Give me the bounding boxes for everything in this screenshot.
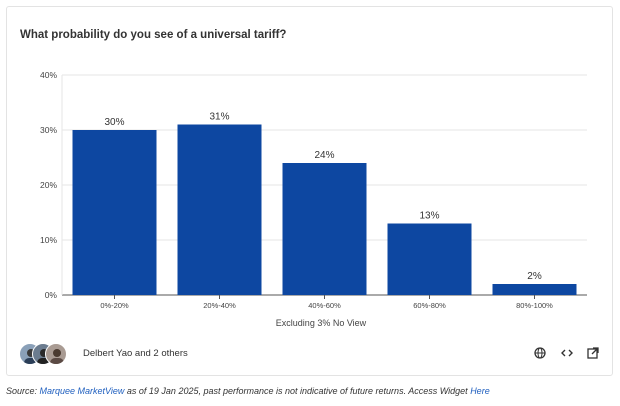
data-label: 24% bbox=[314, 150, 334, 161]
chart-title: What probability do you see of a univers… bbox=[20, 29, 287, 41]
x-tick-label: 80%-100% bbox=[516, 301, 553, 310]
x-tick-label: 20%-40% bbox=[203, 301, 236, 310]
globe-icon[interactable] bbox=[532, 347, 548, 363]
source-prefix: Source: bbox=[6, 386, 40, 396]
source-text: as of 19 Jan 2025, past performance is n… bbox=[124, 386, 471, 396]
bars bbox=[72, 124, 577, 296]
author-avatars[interactable] bbox=[19, 343, 79, 367]
y-tick-label: 10% bbox=[40, 235, 57, 245]
data-label: 13% bbox=[419, 211, 439, 222]
x-tick-label: 0%-20% bbox=[100, 301, 129, 310]
y-tick-label: 40% bbox=[40, 70, 57, 80]
data-labels: 30% 31% 24% 13% 2% bbox=[104, 112, 541, 283]
bar-80%-100%[interactable] bbox=[492, 284, 577, 295]
code-icon[interactable] bbox=[559, 347, 575, 363]
access-widget-link[interactable]: Here bbox=[470, 386, 490, 396]
bar-20%-40%[interactable] bbox=[177, 124, 262, 296]
y-axis-ticks: 0% 10% 20% 30% 40% bbox=[40, 70, 57, 300]
x-tick-label: 60%-80% bbox=[413, 301, 446, 310]
bar-60%-80%[interactable] bbox=[387, 223, 472, 296]
external-link-icon[interactable] bbox=[585, 347, 601, 363]
bar-chart: 0% 10% 20% 30% 40% 30% 31% 24% 13% 2% 0%-20% 20%-… bbox=[40, 70, 587, 328]
y-tick-label: 20% bbox=[40, 180, 57, 190]
x-axis-label: Excluding 3% No View bbox=[276, 318, 367, 328]
data-label: 2% bbox=[527, 271, 542, 282]
chart-card: What probability do you see of a univers… bbox=[6, 6, 613, 376]
x-axis-ticks: 0%-20% 20%-40% 40%-60% 60%-80% 80%-100% bbox=[100, 295, 553, 310]
x-tick-label: 40%-60% bbox=[308, 301, 341, 310]
widget-actions bbox=[526, 346, 601, 364]
data-label: 30% bbox=[104, 117, 124, 128]
avatar bbox=[45, 343, 67, 365]
y-tick-label: 30% bbox=[40, 125, 57, 135]
bar-40%-60%[interactable] bbox=[282, 163, 367, 295]
footer-row: Delbert Yao and 2 others bbox=[19, 343, 601, 367]
author-name: Delbert Yao and 2 others bbox=[83, 348, 188, 359]
y-tick-label: 0% bbox=[45, 290, 58, 300]
marketview-link[interactable]: Marquee MarketView bbox=[39, 386, 125, 396]
bar-0%-20%[interactable] bbox=[72, 130, 157, 295]
source-note: Source: Marquee MarketView as of 19 Jan … bbox=[6, 386, 490, 396]
data-label: 31% bbox=[209, 112, 229, 123]
